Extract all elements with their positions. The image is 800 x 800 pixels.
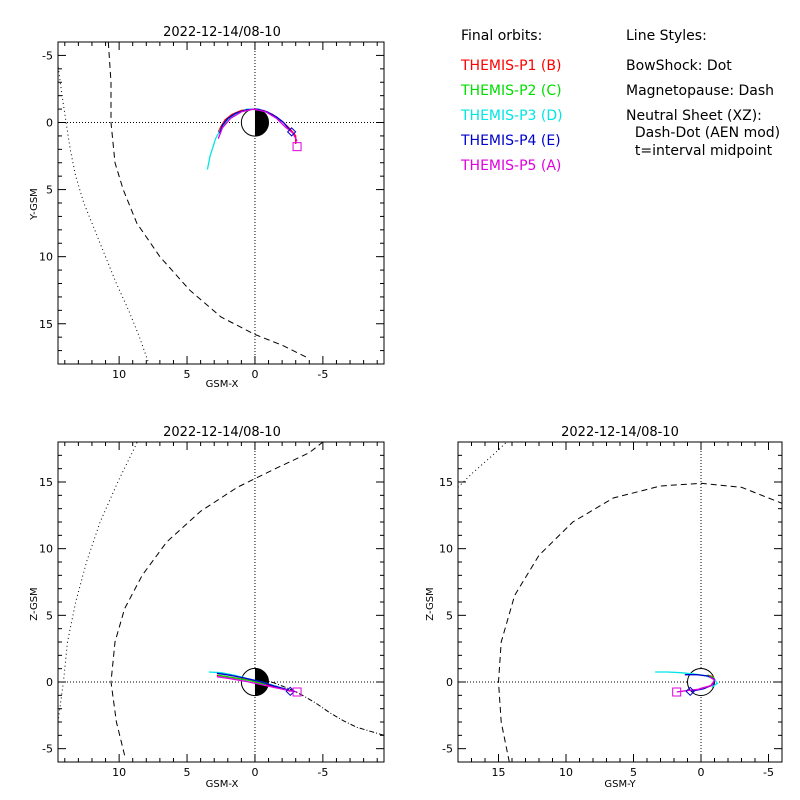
legend-style-neutral-sheet: Neutral Sheet (XZ): bbox=[626, 108, 762, 124]
end-marker-square bbox=[292, 142, 302, 152]
orbit-line-p5 bbox=[217, 108, 298, 142]
end-marker-square bbox=[292, 687, 302, 697]
orbit-line-p5 bbox=[216, 676, 298, 693]
bow-shock-line bbox=[58, 61, 150, 364]
x-tick-label: 5 bbox=[184, 368, 191, 381]
panel-xy: 2022-12-14/08-10 GSM-X Y-GSM 10 5 0 -5-5051… bbox=[29, 25, 385, 390]
panel-xy-title: 2022-12-14/08-10 bbox=[163, 25, 281, 40]
legend-probe-p4: THEMIS-P4 (E) bbox=[460, 133, 561, 149]
panel-xz-title: 2022-12-14/08-10 bbox=[163, 425, 281, 440]
y-tick-label: -5 bbox=[42, 49, 53, 62]
panel-yz-plot-area: 15 10 5 0 -5 -5 0 5 10 15 bbox=[439, 441, 783, 779]
bow-shock-line bbox=[458, 442, 508, 488]
y-tick-label: -5 bbox=[42, 743, 53, 756]
plot-inner bbox=[458, 442, 782, 762]
panel-xy-xlabel: GSM-X bbox=[206, 379, 239, 390]
y-tick-label: 5 bbox=[446, 609, 453, 622]
legend-styles-heading: Line Styles: bbox=[626, 28, 707, 44]
y-tick-label: 15 bbox=[39, 318, 53, 331]
y-tick-label: 0 bbox=[46, 117, 53, 130]
orbit-line-p5 bbox=[676, 676, 716, 693]
y-tick-label: -5 bbox=[442, 743, 453, 756]
panel-xz-ylabel: Z-GSM bbox=[29, 587, 40, 620]
end-marker-diamond bbox=[685, 686, 695, 697]
panel-xz-xlabel: GSM-X bbox=[206, 779, 239, 790]
y-tick-label: 5 bbox=[46, 184, 53, 197]
x-tick-label: 0 bbox=[698, 766, 705, 779]
magnetopause-line bbox=[107, 42, 310, 360]
y-tick-label: 15 bbox=[39, 476, 53, 489]
bow-shock-line bbox=[58, 442, 138, 727]
panel-yz-xlabel: GSM-Y bbox=[604, 779, 636, 790]
x-tick-label: 5 bbox=[184, 766, 191, 779]
panel-xy-ylabel: Y-GSM bbox=[29, 188, 40, 221]
legend-probe-p5: THEMIS-P5 (A) bbox=[460, 158, 561, 174]
orbit-legend: Final orbits: THEMIS-P1 (B) THEMIS-P2 (C… bbox=[460, 28, 780, 174]
x-tick-label: -5 bbox=[317, 368, 328, 381]
plot-inner bbox=[58, 42, 384, 364]
x-tick-label: 15 bbox=[492, 766, 506, 779]
panel-xy-plot-area: 10 5 0 -5 -5 0 5 10 15 bbox=[39, 41, 385, 381]
x-tick-label: -5 bbox=[763, 766, 774, 779]
neutral-sheet-line bbox=[261, 678, 384, 736]
end-marker-square bbox=[672, 687, 682, 697]
x-tick-label: 5 bbox=[630, 766, 637, 779]
y-tick-label: 0 bbox=[446, 676, 453, 689]
x-tick-label: 10 bbox=[559, 766, 573, 779]
legend-heading: Final orbits: bbox=[461, 28, 542, 44]
legend-probe-p2: THEMIS-P2 (C) bbox=[460, 83, 562, 99]
panel-xz-plot-area: 10 5 0 -5 -5 0 5 10 15 bbox=[39, 441, 385, 779]
x-tick-label: 0 bbox=[251, 368, 258, 381]
plot-inner bbox=[58, 442, 384, 762]
y-tick-label: 0 bbox=[46, 676, 53, 689]
x-tick-label: 0 bbox=[251, 766, 258, 779]
legend-style-neutral-sheet-model: Dash-Dot (AEN mod) bbox=[626, 125, 780, 141]
earth-night-side bbox=[254, 108, 269, 137]
legend-style-magnetopause: Magnetopause: Dash bbox=[626, 83, 774, 99]
panel-yz-title: 2022-12-14/08-10 bbox=[561, 425, 679, 440]
orbit-line-p2 bbox=[218, 674, 266, 686]
legend-probe-p3: THEMIS-P3 (D) bbox=[460, 108, 563, 124]
panel-yz-ylabel: Z-GSM bbox=[425, 587, 436, 620]
x-tick-label: -5 bbox=[317, 766, 328, 779]
magnetopause-line bbox=[497, 482, 782, 762]
x-tick-label: 10 bbox=[112, 766, 126, 779]
panel-yz: 2022-12-14/08-10 GSM-Y Z-GSM 15 10 5 0 -5 -5 0… bbox=[425, 425, 783, 790]
legend-probe-p1: THEMIS-P1 (B) bbox=[460, 58, 561, 74]
y-tick-label: 10 bbox=[39, 543, 53, 556]
legend-style-bowshock: BowShock: Dot bbox=[626, 58, 732, 74]
y-tick-label: 5 bbox=[46, 609, 53, 622]
panel-xz: 2022-12-14/08-10 GSM-X Z-GSM 10 5 0 -5-5051… bbox=[29, 425, 385, 790]
y-tick-label: 15 bbox=[439, 476, 453, 489]
end-marker-diamond bbox=[286, 127, 297, 137]
legend-style-time-note: t=interval midpoint bbox=[626, 143, 773, 159]
y-tick-label: 10 bbox=[439, 543, 453, 556]
y-tick-label: 10 bbox=[39, 251, 53, 264]
x-tick-label: 10 bbox=[112, 368, 126, 381]
